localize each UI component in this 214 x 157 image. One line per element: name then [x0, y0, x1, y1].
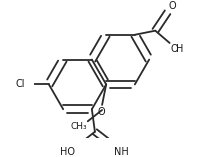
Text: O: O	[169, 1, 176, 11]
Text: H: H	[176, 44, 184, 54]
Text: O: O	[97, 107, 105, 117]
Text: CH₃: CH₃	[70, 122, 87, 131]
Text: O: O	[171, 44, 178, 54]
Text: NH: NH	[114, 147, 129, 157]
Text: Cl: Cl	[16, 79, 25, 89]
Text: HO: HO	[61, 147, 76, 157]
